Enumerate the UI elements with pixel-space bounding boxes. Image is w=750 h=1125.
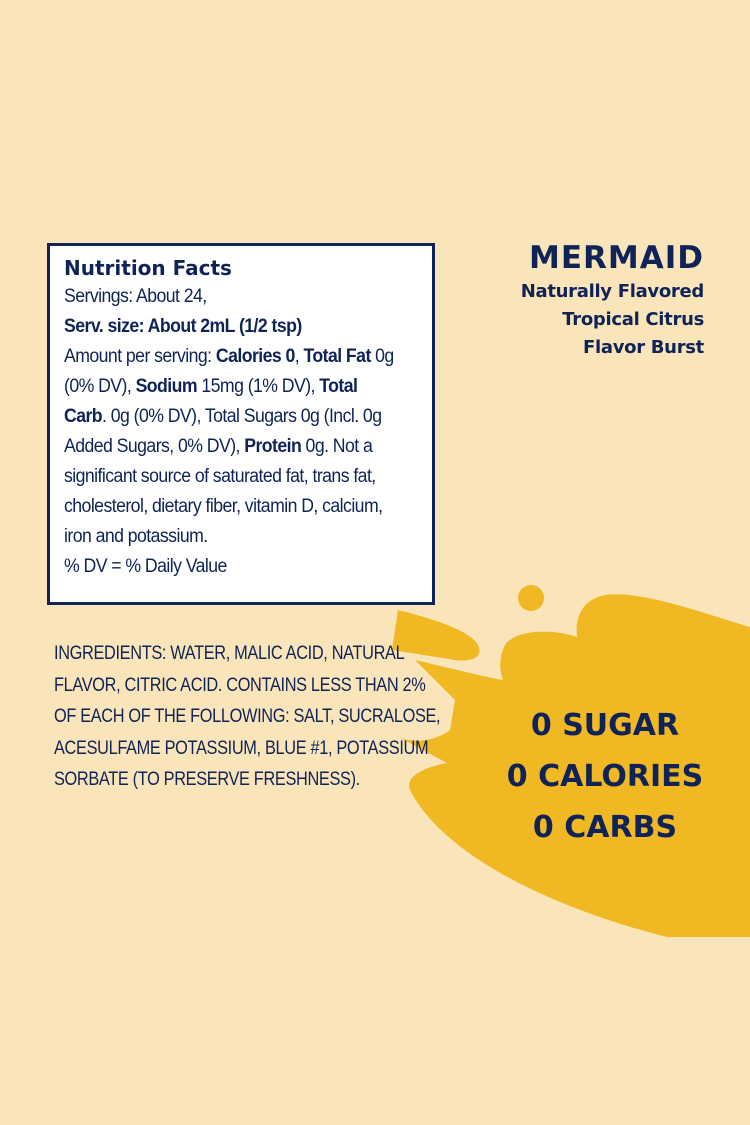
claim-calories: 0 CALORIES (506, 759, 704, 794)
carb-value: . 0g (0% DV), Total Sugars 0g (Incl. 0g (102, 406, 382, 427)
added-sugars: Added Sugars, 0% DV), (64, 436, 245, 457)
nutrition-line: iron and potassium. (64, 526, 208, 547)
dv-note: % DV = % Daily Value (64, 556, 227, 577)
servings: Servings: About 24, (64, 286, 207, 307)
splash-body (395, 594, 750, 937)
nutrition-facts-panel: Nutrition Facts Servings: About 24, Serv… (47, 243, 435, 605)
nutrition-line: (0% DV), Sodium 15mg (1% DV), Total (64, 372, 393, 402)
fat-dv: (0% DV), (64, 376, 136, 397)
ingredients-line: FLAVOR, CITRIC ACID. CONTAINS LESS THAN … (54, 674, 426, 696)
total-fat-value: 0g (370, 346, 394, 367)
protein-label: Protein (244, 436, 302, 457)
claim-carbs: 0 CARBS (532, 810, 678, 845)
brand-block: MERMAID Naturally Flavored Tropical Citr… (520, 238, 705, 362)
brand-name: MERMAID (528, 240, 704, 276)
amount-prefix: Amount per serving: (64, 346, 216, 367)
sodium-label: Sodium (135, 376, 198, 397)
claim-sugar: 0 SUGAR (530, 708, 680, 743)
brand-subtitle-line: Naturally Flavored (520, 281, 705, 302)
calories: Calories 0 (215, 346, 295, 367)
nutrition-line: Amount per serving: Calories 0, Total Fa… (64, 346, 394, 367)
sodium-value: 15mg (1% DV), (197, 376, 320, 397)
nutrition-line: significant source of saturated fat, tra… (64, 466, 376, 487)
serving-size: Serv. size: About 2mL (1/2 tsp) (64, 312, 393, 342)
protein-value: 0g. Not a (301, 436, 373, 457)
ingredients-line: INGREDIENTS: WATER, MALIC ACID, NATURAL (54, 643, 405, 664)
nutrition-line: Carb. 0g (0% DV), Total Sugars 0g (Incl.… (64, 402, 393, 432)
brand-subtitle-line: Tropical Citrus (562, 309, 704, 330)
total-carb-label-part1: Total (319, 376, 358, 397)
nutrition-line: Added Sugars, 0% DV), Protein 0g. Not a (64, 432, 393, 462)
ingredients-line: ACESULFAME POTASSIUM, BLUE #1, POTASSIUM (54, 737, 429, 759)
splash-flap (392, 610, 480, 661)
total-fat-label: Total Fat (303, 346, 371, 367)
ingredients-text: INGREDIENTS: WATER, MALIC ACID, NATURAL … (54, 638, 441, 796)
total-carb-label-part2: Carb (64, 406, 103, 427)
brand-subtitle-line: Flavor Burst (583, 337, 704, 358)
nutrition-title: Nutrition Facts (64, 256, 232, 280)
serving-size-text: Serv. size: About 2mL (1/2 tsp) (64, 316, 302, 337)
claims-block: 0 SUGAR 0 CALORIES 0 CARBS (480, 700, 730, 853)
ingredients-line: OF EACH OF THE FOLLOWING: SALT, SUCRALOS… (54, 706, 441, 727)
splash-droplet (518, 585, 544, 611)
ingredients-line: SORBATE (TO PRESERVE FRESHNESS). (54, 769, 360, 790)
nutrition-line: cholesterol, dietary fiber, vitamin D, c… (64, 496, 383, 517)
